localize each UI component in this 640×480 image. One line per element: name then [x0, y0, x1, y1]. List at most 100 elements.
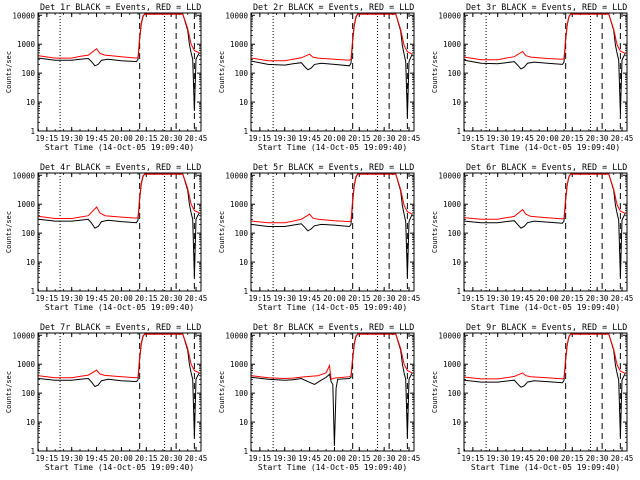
- chart-panel: Det 1r BLACK = Events, RED = LLD 1 10 100 10…: [5, 2, 207, 152]
- series-line-lld: [38, 173, 200, 219]
- y-axis-label: Counts/sec: [218, 51, 226, 93]
- x-tick-label: 20:45: [185, 134, 208, 143]
- series-line-events: [38, 333, 200, 438]
- y-tick-label: 10000: [225, 11, 248, 20]
- chart-panel: Det 5r BLACK = Events, RED = LLD 1 10 100 10…: [218, 162, 420, 312]
- x-tick-label: 19:45: [511, 454, 534, 463]
- y-axis-label: Counts/sec: [5, 371, 13, 413]
- chart-panel: Det 2r BLACK = Events, RED = LLD 1 10 100 10…: [218, 2, 420, 152]
- x-tick-label: 20:00: [323, 294, 346, 303]
- x-tick-label: 19:15: [249, 294, 272, 303]
- y-tick-label: 10: [239, 98, 249, 107]
- x-tick-label: 20:00: [323, 134, 346, 143]
- plot-frame: [463, 172, 628, 292]
- x-axis-label: Start Time (14-Oct-05 19:09:40): [45, 143, 194, 152]
- x-tick-label: 19:30: [486, 454, 509, 463]
- x-tick-label: 20:30: [586, 294, 609, 303]
- y-tick-label: 10000: [225, 171, 248, 180]
- series-line-lld: [251, 333, 413, 380]
- y-tick-label: 1000: [17, 360, 36, 369]
- y-tick-label: 1: [456, 127, 461, 136]
- chart-panel: Det 6r BLACK = Events, RED = LLD 1 10 100 10…: [431, 162, 633, 312]
- x-tick-label: 20:15: [561, 134, 584, 143]
- y-tick-label: 10: [26, 418, 36, 427]
- x-tick-label: 19:15: [462, 294, 485, 303]
- y-tick-label: 10: [452, 418, 462, 427]
- x-tick-label: 19:45: [298, 454, 321, 463]
- x-tick-label: 20:30: [160, 134, 183, 143]
- y-axis-label: Counts/sec: [431, 371, 439, 413]
- x-axis-label: Start Time (14-Oct-05 19:09:40): [258, 463, 407, 472]
- x-tick-label: 19:45: [511, 134, 534, 143]
- y-tick-label: 10: [239, 258, 249, 267]
- series-line-events: [464, 173, 626, 278]
- series-line-lld: [38, 333, 200, 379]
- x-tick-label: 20:30: [586, 454, 609, 463]
- plot-frame: [250, 12, 415, 132]
- y-tick-label: 100: [234, 229, 248, 238]
- x-axis-label: Start Time (14-Oct-05 19:09:40): [471, 143, 620, 152]
- y-tick-label: 1000: [230, 40, 249, 49]
- x-tick-label: 19:30: [60, 454, 83, 463]
- x-tick-label: 19:30: [60, 134, 83, 143]
- x-tick-label: 19:30: [273, 134, 296, 143]
- y-tick-label: 10000: [12, 11, 35, 20]
- chart-panel: Det 9r BLACK = Events, RED = LLD 1 10 100 10…: [431, 322, 633, 472]
- x-tick-label: 20:45: [398, 454, 421, 463]
- y-axis-label: Counts/sec: [5, 211, 13, 253]
- y-tick-label: 1: [243, 287, 248, 296]
- series-line-lld: [251, 13, 413, 62]
- series-line-events: [464, 333, 626, 438]
- plot-frame: [37, 332, 202, 452]
- x-tick-label: 20:15: [135, 454, 158, 463]
- x-tick-label: 19:45: [85, 294, 108, 303]
- x-axis-label: Start Time (14-Oct-05 19:09:40): [45, 303, 194, 312]
- y-axis-label: Counts/sec: [218, 371, 226, 413]
- x-tick-label: 20:15: [561, 294, 584, 303]
- y-tick-label: 10000: [438, 331, 461, 340]
- y-tick-label: 1: [30, 287, 35, 296]
- x-axis-label: Start Time (14-Oct-05 19:09:40): [471, 463, 620, 472]
- y-axis-label: Counts/sec: [5, 51, 13, 93]
- x-tick-label: 20:00: [110, 294, 133, 303]
- chart-panel: Det 7r BLACK = Events, RED = LLD 1 10 100 10…: [5, 322, 207, 472]
- y-tick-label: 1000: [230, 200, 249, 209]
- y-tick-label: 10000: [12, 331, 35, 340]
- y-axis-label: Counts/sec: [218, 211, 226, 253]
- y-tick-label: 1000: [443, 360, 462, 369]
- chart-title: Det 5r BLACK = Events, RED = LLD: [253, 162, 414, 172]
- y-tick-label: 1000: [17, 200, 36, 209]
- series-line-events: [38, 13, 200, 111]
- x-tick-label: 20:30: [586, 134, 609, 143]
- x-tick-label: 20:30: [160, 454, 183, 463]
- y-tick-label: 1: [30, 127, 35, 136]
- y-tick-label: 1000: [17, 40, 36, 49]
- x-axis-label: Start Time (14-Oct-05 19:09:40): [471, 303, 620, 312]
- x-tick-label: 20:30: [373, 454, 396, 463]
- series-line-events: [464, 13, 626, 114]
- y-tick-label: 100: [447, 389, 461, 398]
- x-tick-label: 20:00: [323, 454, 346, 463]
- y-tick-label: 1: [243, 127, 248, 136]
- y-tick-label: 1000: [443, 40, 462, 49]
- plot-frame: [250, 332, 415, 452]
- x-tick-label: 20:30: [373, 134, 396, 143]
- x-tick-label: 20:30: [373, 294, 396, 303]
- y-tick-label: 100: [447, 69, 461, 78]
- series-line-lld: [38, 13, 200, 59]
- chart-panel: Det 8r BLACK = Events, RED = LLD 1 10 100 10…: [218, 322, 420, 472]
- y-tick-label: 10000: [438, 171, 461, 180]
- y-tick-label: 10000: [225, 331, 248, 340]
- chart-title: Det 4r BLACK = Events, RED = LLD: [40, 162, 201, 172]
- y-tick-label: 100: [234, 69, 248, 78]
- x-tick-label: 19:15: [36, 134, 59, 143]
- y-tick-label: 10: [239, 418, 249, 427]
- x-tick-label: 20:45: [185, 294, 208, 303]
- y-tick-label: 1000: [443, 200, 462, 209]
- x-tick-label: 19:30: [60, 294, 83, 303]
- x-tick-label: 20:30: [160, 294, 183, 303]
- plot-frame: [463, 12, 628, 132]
- chart-title: Det 9r BLACK = Events, RED = LLD: [466, 322, 627, 332]
- chart-title: Det 2r BLACK = Events, RED = LLD: [253, 2, 414, 12]
